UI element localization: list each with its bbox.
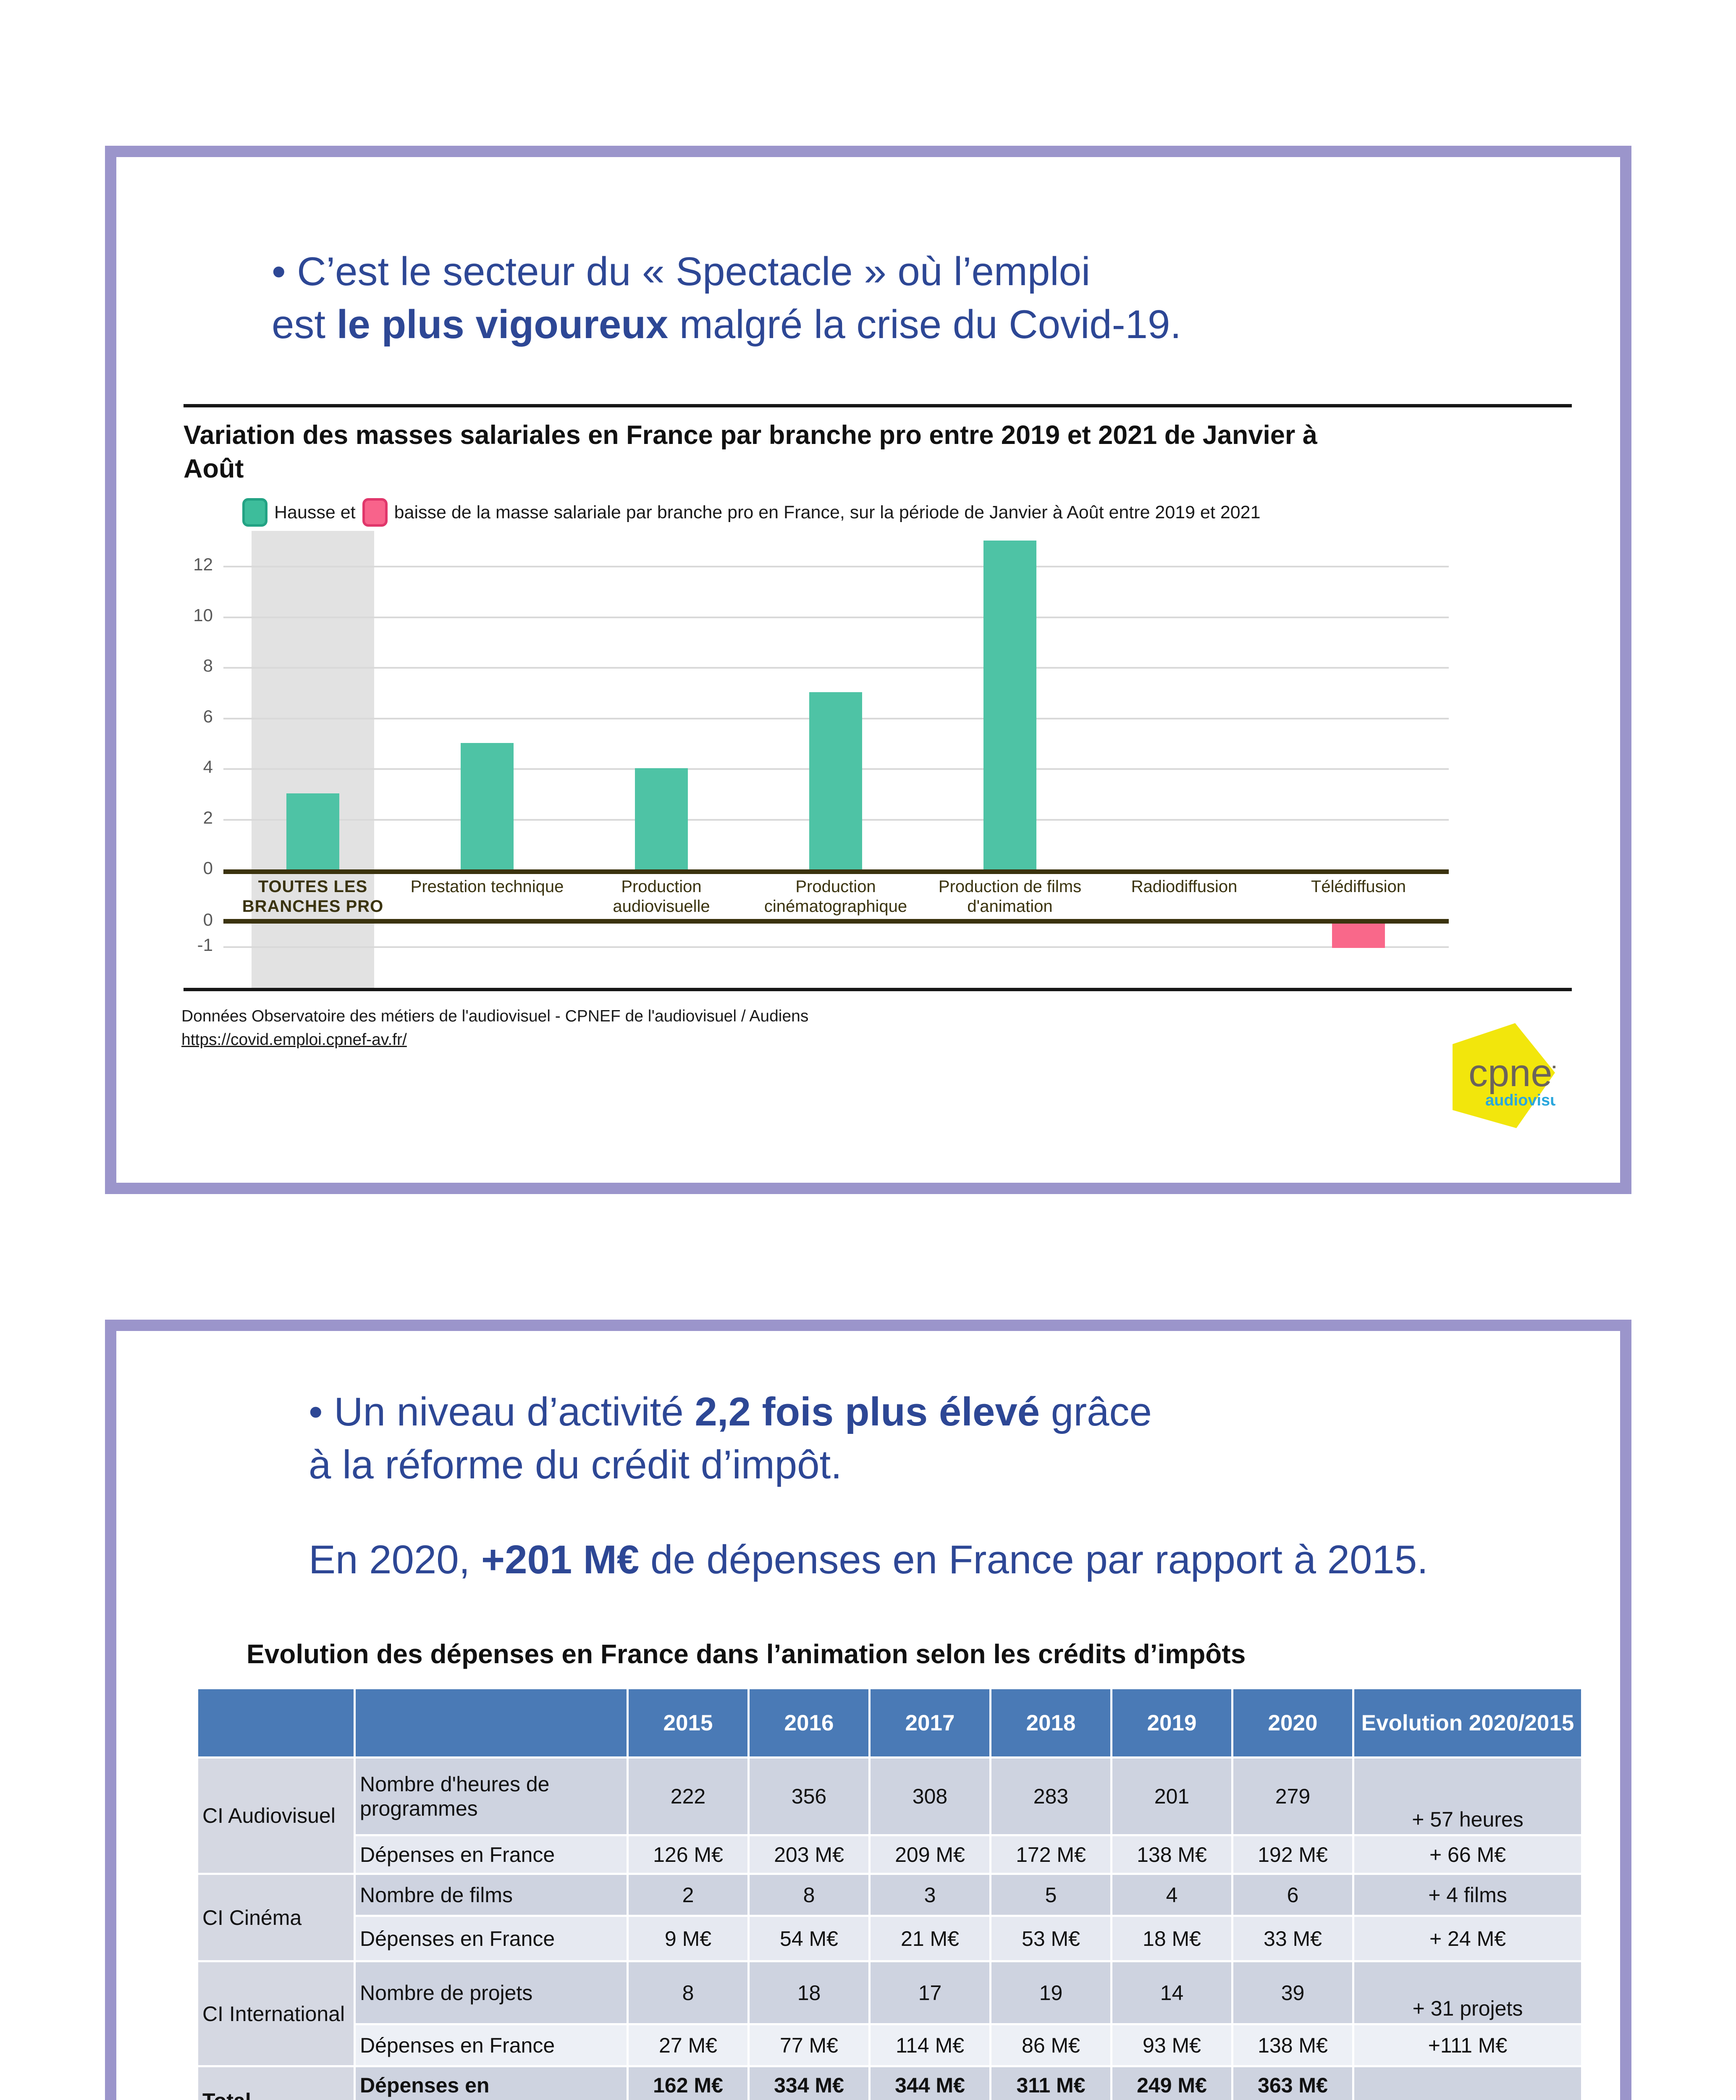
cpnef-logo-subtext: audiovisuel xyxy=(1485,1092,1555,1109)
evolution-value: + 31 projets xyxy=(1352,1960,1583,2025)
category-label: Production cinématographique xyxy=(764,877,907,916)
legend-baisse-swatch-icon xyxy=(362,498,388,527)
slide1-heading-line2: est le plus vigoureux malgré la crise du… xyxy=(272,302,1182,347)
table-title: Evolution des dépenses en France dans l’… xyxy=(247,1639,1246,1669)
gridline-8 xyxy=(223,667,1449,669)
top-separator-line xyxy=(184,404,1572,407)
y-tick-label: 0 xyxy=(203,858,213,878)
y-tick-label: 4 xyxy=(203,757,213,777)
y-tick-label: 6 xyxy=(203,706,213,726)
x-axis-line-lower xyxy=(223,919,1449,924)
evolution-value: + 66 M€ xyxy=(1352,1834,1583,1875)
gridline-12 xyxy=(223,566,1449,567)
y-tick-label: 0 xyxy=(203,910,213,929)
credit-impot-table: 2015 2016 2017 2018 2019 2020 Evolution … xyxy=(196,1687,1583,2100)
group-ci-audiovisuel: CI Audiovisuel xyxy=(196,1756,356,1875)
highlight-band xyxy=(252,531,374,989)
category-label: Prestation technique xyxy=(410,877,564,896)
category-label: Production audiovisuelle xyxy=(613,877,710,916)
bar-5 xyxy=(983,540,1036,869)
group-total: Total xyxy=(196,2065,356,2100)
slide1-heading: • C’est le secteur du « Spectacle » où l… xyxy=(272,245,1181,351)
chart-source-text: Données Observatoire des métiers de l'au… xyxy=(181,1007,809,1025)
chart-legend: Hausse et baisse de la masse salariale p… xyxy=(242,498,1586,527)
bar-7 xyxy=(1332,924,1385,948)
table-row: Dépenses en France 9 M€ 54 M€ 21 M€ 53 M… xyxy=(197,1915,1583,1962)
header-empty-1 xyxy=(196,1687,356,1759)
header-2020: 2020 xyxy=(1231,1687,1354,1759)
gridline-neg1 xyxy=(223,946,1449,948)
chart-source-link[interactable]: https://covid.emploi.cpnef-av.fr/ xyxy=(181,1031,407,1049)
header-2016: 2016 xyxy=(747,1687,871,1759)
header-empty-2 xyxy=(354,1687,629,1759)
slide2-heading: • Un niveau d’activité 2,2 fois plus éle… xyxy=(309,1386,1152,1491)
gridline-10 xyxy=(223,616,1449,618)
bar-1 xyxy=(286,793,339,869)
group-ci-cinema: CI Cinéma xyxy=(196,1873,356,1962)
y-tick-label: 10 xyxy=(193,605,213,625)
legend-hausse-swatch-icon xyxy=(242,498,267,527)
bar-3 xyxy=(635,768,688,869)
table-row: Dépenses en France 126 M€ 203 M€ 209 M€ … xyxy=(197,1834,1583,1875)
legend-baisse-label: baisse de la masse salariale par branche… xyxy=(394,502,1261,522)
header-2017: 2017 xyxy=(868,1687,991,1759)
cpnef-logo-text: cpnef xyxy=(1469,1052,1555,1095)
bar-4 xyxy=(809,692,862,869)
slide2-heading-line1: • Un niveau d’activité 2,2 fois plus éle… xyxy=(309,1389,1152,1434)
slide2-subheading: En 2020, +201 M€ de dépenses en France p… xyxy=(309,1537,1428,1582)
x-axis-line-upper xyxy=(223,869,1449,874)
slide-2: • Un niveau d’activité 2,2 fois plus éle… xyxy=(105,1320,1631,2100)
slide-1: • C’est le secteur du « Spectacle » où l… xyxy=(105,146,1631,1194)
bar-2 xyxy=(461,743,514,869)
bottom-separator-line xyxy=(184,988,1572,991)
evolution-value: + 4 films xyxy=(1352,1873,1583,1917)
cpnef-logo: cpnef audiovisuel xyxy=(1453,1023,1573,1128)
y-tick-label: -1 xyxy=(197,935,213,955)
y-tick-label: 8 xyxy=(203,656,213,675)
group-ci-international: CI International xyxy=(196,1960,356,2067)
evolution-value: +111 M€ xyxy=(1352,2023,1583,2067)
evolution-value: + 57 heures xyxy=(1352,1756,1583,1836)
slide2-heading-line2: à la réforme du crédit d’impôt. xyxy=(309,1442,842,1487)
header-2015: 2015 xyxy=(627,1687,750,1759)
cpnef-logo-shape-icon: cpnef audiovisuel xyxy=(1453,1023,1573,1128)
legend-hausse-label: Hausse et xyxy=(274,502,356,522)
table-row: CI Cinéma Nombre de films 2 8 3 5 4 6 + … xyxy=(196,1873,1583,1962)
header-evolution: Evolution 2020/2015 xyxy=(1352,1687,1583,1759)
category-label: Radiodiffusion xyxy=(1131,877,1238,896)
table-row: CI International Nombre de projets 8 18 … xyxy=(196,1960,1583,2067)
header-2019: 2019 xyxy=(1110,1687,1233,1759)
chart-source: Données Observatoire des métiers de l'au… xyxy=(181,1005,808,1052)
table-total-row: Total Dépenses en France 162 M€ 334 M€ 3… xyxy=(196,2065,1583,2100)
category-label: Télédiffusion xyxy=(1311,877,1406,896)
evolution-value: + 24 M€ xyxy=(1352,1915,1583,1962)
y-tick-label: 2 xyxy=(203,807,213,827)
header-2018: 2018 xyxy=(989,1687,1112,1759)
table-row: CI Audiovisuel Nombre d'heures de progra… xyxy=(196,1756,1583,1875)
category-label: TOUTES LES BRANCHES PRO xyxy=(242,877,384,916)
category-label: Production de films d'animation xyxy=(938,877,1082,916)
table-header-row: 2015 2016 2017 2018 2019 2020 Evolution … xyxy=(196,1687,1583,1759)
y-tick-label: 12 xyxy=(193,554,213,574)
slide1-heading-line1: • C’est le secteur du « Spectacle » où l… xyxy=(272,249,1091,294)
table-row: Dépenses en France 27 M€ 77 M€ 114 M€ 86… xyxy=(197,2023,1583,2067)
evolution-value: + 201 M€ xyxy=(1352,2065,1583,2100)
chart-title: Variation des masses salariales en Franc… xyxy=(184,420,1317,483)
salary-bar-chart: 12 10 8 6 4 2 0 0 -1 TOUTES LES BRANCHES PRO Prest… xyxy=(193,531,1449,989)
